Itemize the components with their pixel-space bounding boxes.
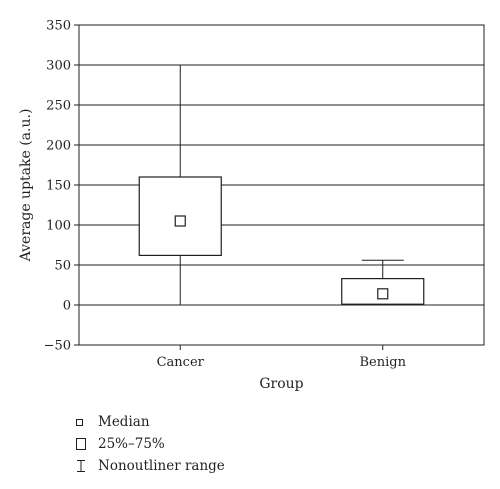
box-plot: −50 0 50 100 150 200 250 300 350 Cancer Benign Gr…: [18, 19, 485, 392]
legend: Median 25%–75% Nonoutliner range: [76, 411, 225, 477]
median-marker-icon: [76, 418, 98, 426]
x-tick-label: Cancer: [157, 355, 205, 370]
median-marker: [377, 288, 389, 300]
y-tick-labels: −50 0 50 100 150 200 250 300 350: [44, 19, 79, 354]
x-tick-label: Benign: [360, 355, 407, 370]
x-axis-title: Group: [259, 376, 303, 392]
y-tick-label: 350: [46, 19, 71, 34]
y-tick-label: 50: [54, 259, 71, 274]
boxes: [138, 64, 425, 306]
legend-item-range: Nonoutliner range: [76, 455, 225, 477]
legend-item-median: Median: [76, 411, 225, 433]
y-tick-label: 200: [46, 139, 71, 154]
y-tick-label: 250: [46, 99, 71, 114]
plot-frame: [78, 24, 485, 346]
legend-label-box: 25%–75%: [98, 436, 165, 452]
y-tick-label: 100: [46, 219, 71, 234]
box-marker-icon: [76, 438, 98, 450]
legend-label-range: Nonoutliner range: [98, 458, 225, 474]
y-tick-label: 150: [46, 179, 71, 194]
y-tick-label: 0: [63, 299, 71, 314]
y-tick-label: 300: [46, 59, 71, 74]
median-marker: [174, 215, 186, 227]
legend-item-box: 25%–75%: [76, 433, 225, 455]
legend-label-median: Median: [98, 414, 150, 430]
y-tick-label: −50: [44, 339, 71, 354]
x-tick-labels: Cancer Benign: [157, 345, 407, 370]
whisker-marker-icon: [76, 460, 98, 472]
y-axis-title: Average uptake (a.u.): [18, 109, 34, 263]
